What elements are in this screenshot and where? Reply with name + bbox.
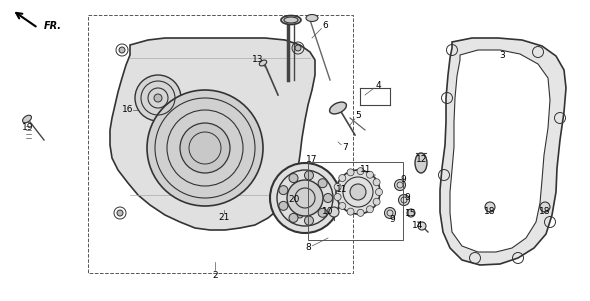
- Circle shape: [295, 45, 301, 51]
- Circle shape: [279, 186, 288, 195]
- Text: 18: 18: [484, 207, 496, 216]
- Ellipse shape: [415, 153, 427, 173]
- Text: FR.: FR.: [44, 21, 62, 31]
- Bar: [88, 15, 353, 273]
- Bar: [308, 162, 403, 240]
- Text: 9: 9: [400, 175, 406, 185]
- Text: 13: 13: [253, 55, 264, 64]
- Text: 10: 10: [322, 207, 334, 216]
- Text: 18: 18: [539, 207, 550, 216]
- Circle shape: [395, 179, 405, 191]
- Text: 11: 11: [360, 166, 372, 175]
- Circle shape: [347, 169, 354, 176]
- Text: 11: 11: [336, 185, 348, 194]
- Circle shape: [418, 222, 426, 230]
- Circle shape: [180, 123, 230, 173]
- Circle shape: [385, 207, 395, 219]
- Circle shape: [119, 47, 125, 53]
- Circle shape: [357, 168, 364, 175]
- Circle shape: [540, 202, 550, 212]
- Circle shape: [373, 179, 380, 186]
- Circle shape: [334, 194, 341, 200]
- Circle shape: [318, 179, 327, 188]
- Text: 19: 19: [22, 123, 34, 132]
- Text: 2: 2: [212, 271, 218, 280]
- Ellipse shape: [281, 15, 301, 24]
- Polygon shape: [110, 38, 315, 230]
- Circle shape: [287, 180, 323, 216]
- Text: 4: 4: [375, 80, 381, 89]
- Circle shape: [304, 171, 313, 180]
- Text: 5: 5: [355, 110, 361, 119]
- Circle shape: [339, 175, 346, 182]
- Polygon shape: [450, 50, 550, 252]
- Text: 17: 17: [306, 156, 318, 165]
- Circle shape: [336, 170, 380, 214]
- Circle shape: [339, 203, 346, 209]
- Circle shape: [334, 184, 341, 191]
- Circle shape: [304, 216, 313, 225]
- Text: 6: 6: [322, 20, 328, 29]
- Text: 21: 21: [218, 213, 230, 222]
- Circle shape: [366, 206, 373, 213]
- Circle shape: [289, 213, 298, 222]
- Circle shape: [366, 171, 373, 178]
- Text: 12: 12: [417, 156, 428, 165]
- Circle shape: [154, 94, 162, 102]
- Polygon shape: [440, 38, 566, 265]
- Circle shape: [485, 202, 495, 212]
- Text: 9: 9: [389, 216, 395, 225]
- Text: 15: 15: [405, 209, 417, 219]
- Ellipse shape: [260, 60, 267, 66]
- Ellipse shape: [306, 14, 318, 21]
- Circle shape: [279, 201, 288, 210]
- Circle shape: [398, 194, 409, 206]
- Circle shape: [135, 75, 181, 121]
- Circle shape: [147, 90, 263, 206]
- Text: 14: 14: [412, 222, 424, 231]
- Circle shape: [329, 207, 339, 217]
- Circle shape: [407, 209, 415, 217]
- Text: 20: 20: [289, 196, 300, 204]
- Circle shape: [318, 208, 327, 217]
- Circle shape: [289, 174, 298, 183]
- Text: 9: 9: [404, 194, 410, 203]
- Text: 16: 16: [122, 105, 134, 114]
- Circle shape: [117, 210, 123, 216]
- Circle shape: [347, 208, 354, 215]
- Text: 3: 3: [499, 51, 505, 60]
- Ellipse shape: [22, 115, 31, 123]
- Circle shape: [375, 188, 382, 196]
- Circle shape: [323, 194, 333, 203]
- Text: 8: 8: [305, 244, 311, 253]
- Circle shape: [270, 163, 340, 233]
- Ellipse shape: [330, 102, 346, 114]
- Circle shape: [297, 212, 303, 218]
- Circle shape: [357, 209, 364, 216]
- Circle shape: [373, 198, 380, 205]
- Circle shape: [350, 184, 366, 200]
- Text: 7: 7: [342, 144, 348, 153]
